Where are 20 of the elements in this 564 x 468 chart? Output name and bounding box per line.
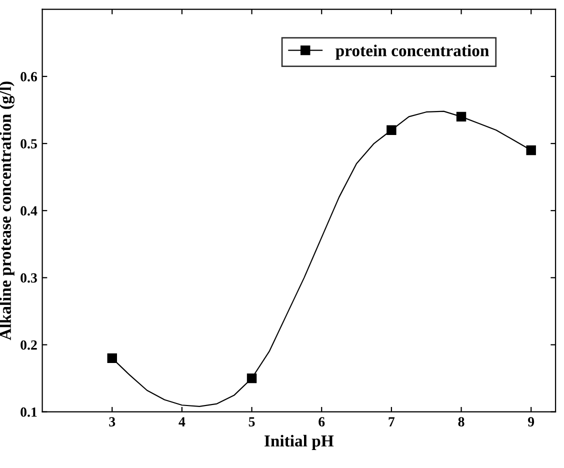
x-tick-label: 3 <box>109 417 116 426</box>
x-tick-label: 5 <box>248 417 255 426</box>
y-tick-label: 0.5 <box>20 139 37 149</box>
x-tick-label: 9 <box>528 417 534 426</box>
x-tick-label: 6 <box>318 417 325 426</box>
x-axis-title: Initial pH <box>264 434 334 450</box>
y-tick-label: 0.1 <box>20 407 37 417</box>
point <box>246 373 257 384</box>
point <box>386 125 396 135</box>
x-tick-label: 8 <box>458 417 464 426</box>
legend-label: protein concentration <box>336 44 489 60</box>
x-tick-label: 7 <box>388 417 395 426</box>
point <box>456 112 466 122</box>
point <box>107 353 117 364</box>
x-tick-label: 4 <box>178 417 186 426</box>
point <box>526 145 536 156</box>
y-tick-label: 0.2 <box>20 340 37 350</box>
y-tick-label: 0.6 <box>20 72 38 82</box>
y-tick-label: 0.4 <box>20 206 38 216</box>
y-tick-label: 0.3 <box>20 273 37 283</box>
